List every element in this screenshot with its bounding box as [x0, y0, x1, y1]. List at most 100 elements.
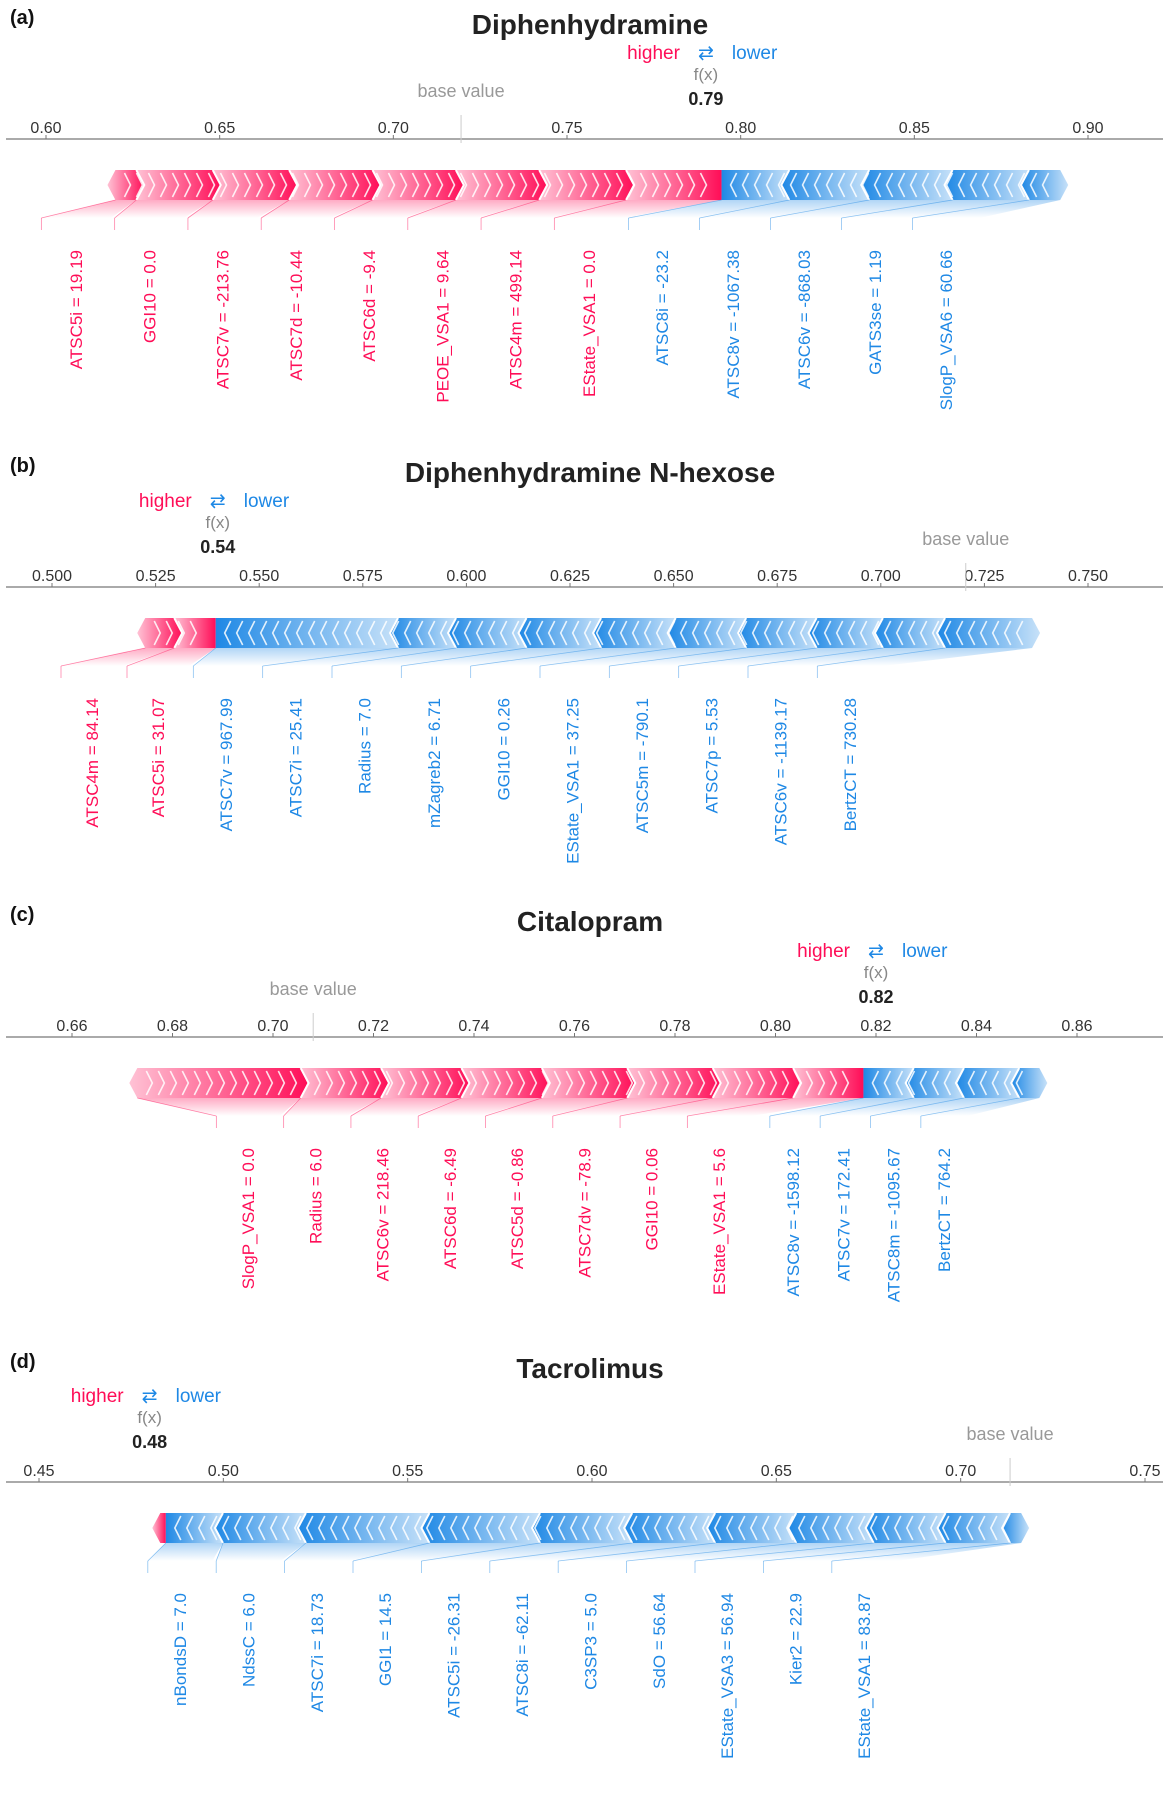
- chevron-glyph: [905, 1515, 914, 1541]
- leader-line: [352, 1542, 430, 1562]
- chevron-glyph: [367, 620, 376, 646]
- legend-higher: higher: [627, 43, 680, 64]
- feature-fan: [920, 1098, 1040, 1116]
- feature-fan: [748, 648, 946, 666]
- chevron-glyph: [123, 172, 132, 198]
- feature-fan: [620, 1098, 794, 1116]
- legend-higher: higher: [797, 941, 850, 962]
- feature-fan: [678, 648, 883, 666]
- chevron-glyph: [277, 1070, 286, 1096]
- x-tick-label: 0.750: [1068, 568, 1108, 585]
- chevron-glyph: [259, 620, 268, 646]
- segment-separator: [538, 169, 549, 201]
- chevron-glyph: [499, 620, 508, 646]
- chevron-glyph: [823, 620, 832, 646]
- x-tick-label: 0.65: [204, 120, 235, 137]
- chevron-glyph: [953, 1515, 962, 1541]
- feature-fan: [127, 648, 216, 666]
- legend-higher: higher: [71, 1386, 124, 1407]
- feature-fan: [407, 200, 540, 218]
- chevron-glyph: [481, 1070, 490, 1096]
- chevron-glyph: [761, 1515, 770, 1541]
- leader-line: [147, 1542, 167, 1562]
- chevron-glyph: [817, 1070, 826, 1096]
- x-tick-label: 0.86: [1061, 1018, 1092, 1035]
- negative-feature-label: ATSC8m = -1095.67: [885, 1148, 904, 1302]
- x-tick-label: 0.70: [257, 1018, 288, 1035]
- chevron-glyph: [689, 1515, 698, 1541]
- leader-line: [137, 1097, 217, 1117]
- leader-line: [418, 1097, 462, 1117]
- feature-fan: [485, 1098, 628, 1116]
- feature-fan: [283, 1098, 382, 1116]
- chevron-glyph: [327, 172, 336, 198]
- force-plot-panel-2: (b) Diphenhydramine N-hexose 0.500 0.525 0.5…: [6, 455, 1163, 864]
- chevron-glyph: [469, 1070, 478, 1096]
- chevron-glyph: [873, 172, 882, 198]
- segment-separator: [807, 617, 818, 649]
- chevron-glyph: [991, 620, 1000, 646]
- chevron-glyph: [751, 620, 760, 646]
- chevron-glyph: [841, 1070, 850, 1096]
- negative-feature-bar: [165, 1513, 223, 1543]
- x-tick-label: 0.80: [725, 120, 756, 137]
- chevron-glyph: [699, 172, 708, 198]
- chevron-glyph: [483, 172, 492, 198]
- negative-feature-label: Kier2 = 22.9: [787, 1593, 806, 1685]
- x-tick-label: 0.68: [157, 1018, 188, 1035]
- chevron-glyph: [223, 620, 232, 646]
- chevron-glyph: [509, 1515, 518, 1541]
- legend-arrow-icon: ⇄: [142, 1386, 158, 1407]
- chevron-glyph: [801, 172, 810, 198]
- feature-fan: [284, 1543, 430, 1561]
- chevron-glyph: [313, 1070, 322, 1096]
- negative-feature-bar: [788, 1513, 874, 1543]
- panel-letter: (d): [10, 1351, 36, 1373]
- chevron-glyph: [475, 620, 484, 646]
- legend-arrow-icon: ⇄: [210, 491, 226, 512]
- segment-separator: [380, 1067, 391, 1099]
- chevron-glyph: [713, 1515, 722, 1541]
- leader-line: [193, 647, 216, 667]
- chevron-glyph: [533, 1515, 542, 1541]
- chevron-glyph: [377, 1515, 386, 1541]
- negative-feature-label: EState_VSA1 = 37.25: [564, 698, 583, 864]
- feature-fan: [332, 648, 527, 666]
- chevron-glyph: [701, 1515, 710, 1541]
- chevron-glyph: [355, 620, 364, 646]
- feature-fan: [41, 200, 137, 218]
- chevron-glyph: [219, 172, 228, 198]
- legend-lower: lower: [902, 941, 948, 962]
- chevron-glyph: [769, 1070, 778, 1096]
- chevron-glyph: [943, 1070, 952, 1096]
- chevron-glyph: [733, 1070, 742, 1096]
- feature-fan: [628, 200, 790, 218]
- chart-title: Diphenhydramine N-hexose: [405, 457, 775, 488]
- chevron-glyph: [471, 172, 480, 198]
- leader-line: [912, 199, 1030, 219]
- chevron-glyph: [1017, 172, 1026, 198]
- leader-line: [539, 647, 676, 667]
- chevron-glyph: [303, 172, 312, 198]
- chevron-glyph: [967, 1070, 976, 1096]
- chevron-glyph: [799, 620, 808, 646]
- negative-feature-bar: [390, 618, 457, 648]
- chevron-glyph: [451, 620, 460, 646]
- x-tick-label: 0.82: [860, 1018, 891, 1035]
- x-tick-label: 0.700: [861, 568, 901, 585]
- chevron-glyph: [305, 1515, 314, 1541]
- negative-feature-label: ATSC5i = -26.31: [445, 1593, 464, 1718]
- leader-line: [628, 199, 722, 219]
- leader-line: [470, 647, 602, 667]
- chevron-glyph: [909, 172, 918, 198]
- chevron-glyph: [351, 172, 360, 198]
- leader-line: [284, 1542, 307, 1562]
- feature-fan: [481, 200, 627, 218]
- chevron-glyph: [519, 172, 528, 198]
- chevron-glyph: [1015, 620, 1024, 646]
- chevron-glyph: [789, 172, 798, 198]
- leader-line: [626, 1542, 797, 1562]
- feature-fan: [421, 1543, 633, 1561]
- chevron-glyph: [399, 172, 408, 198]
